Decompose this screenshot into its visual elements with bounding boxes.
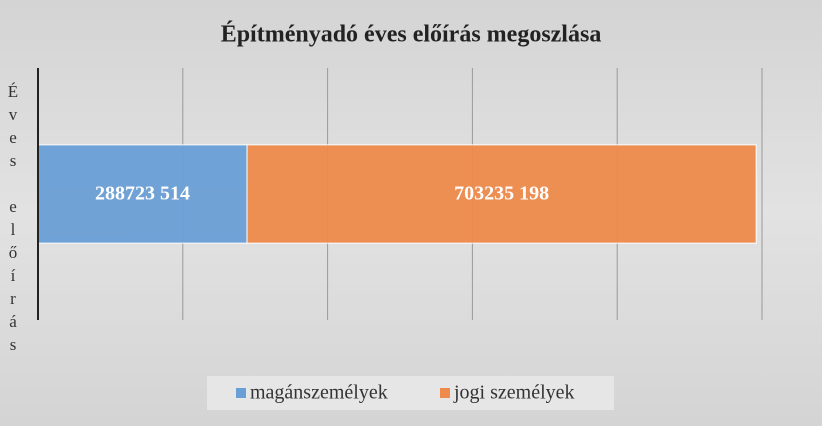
legend-label: magánszemélyek: [250, 382, 388, 404]
legend-label: jogi személyek: [453, 382, 575, 404]
bar-segment: [246, 144, 757, 244]
value-label: 703235 198: [454, 183, 549, 205]
legend-swatch: [236, 388, 246, 398]
legend-box: [207, 376, 614, 410]
y-axis-title: Éves előírás: [4, 82, 23, 358]
value-label: 288723 514: [95, 183, 190, 205]
chart-title: Építményadó éves előírás megoszlása: [221, 22, 602, 48]
bar-segment: [37, 144, 248, 244]
legend-swatch: [440, 388, 450, 398]
